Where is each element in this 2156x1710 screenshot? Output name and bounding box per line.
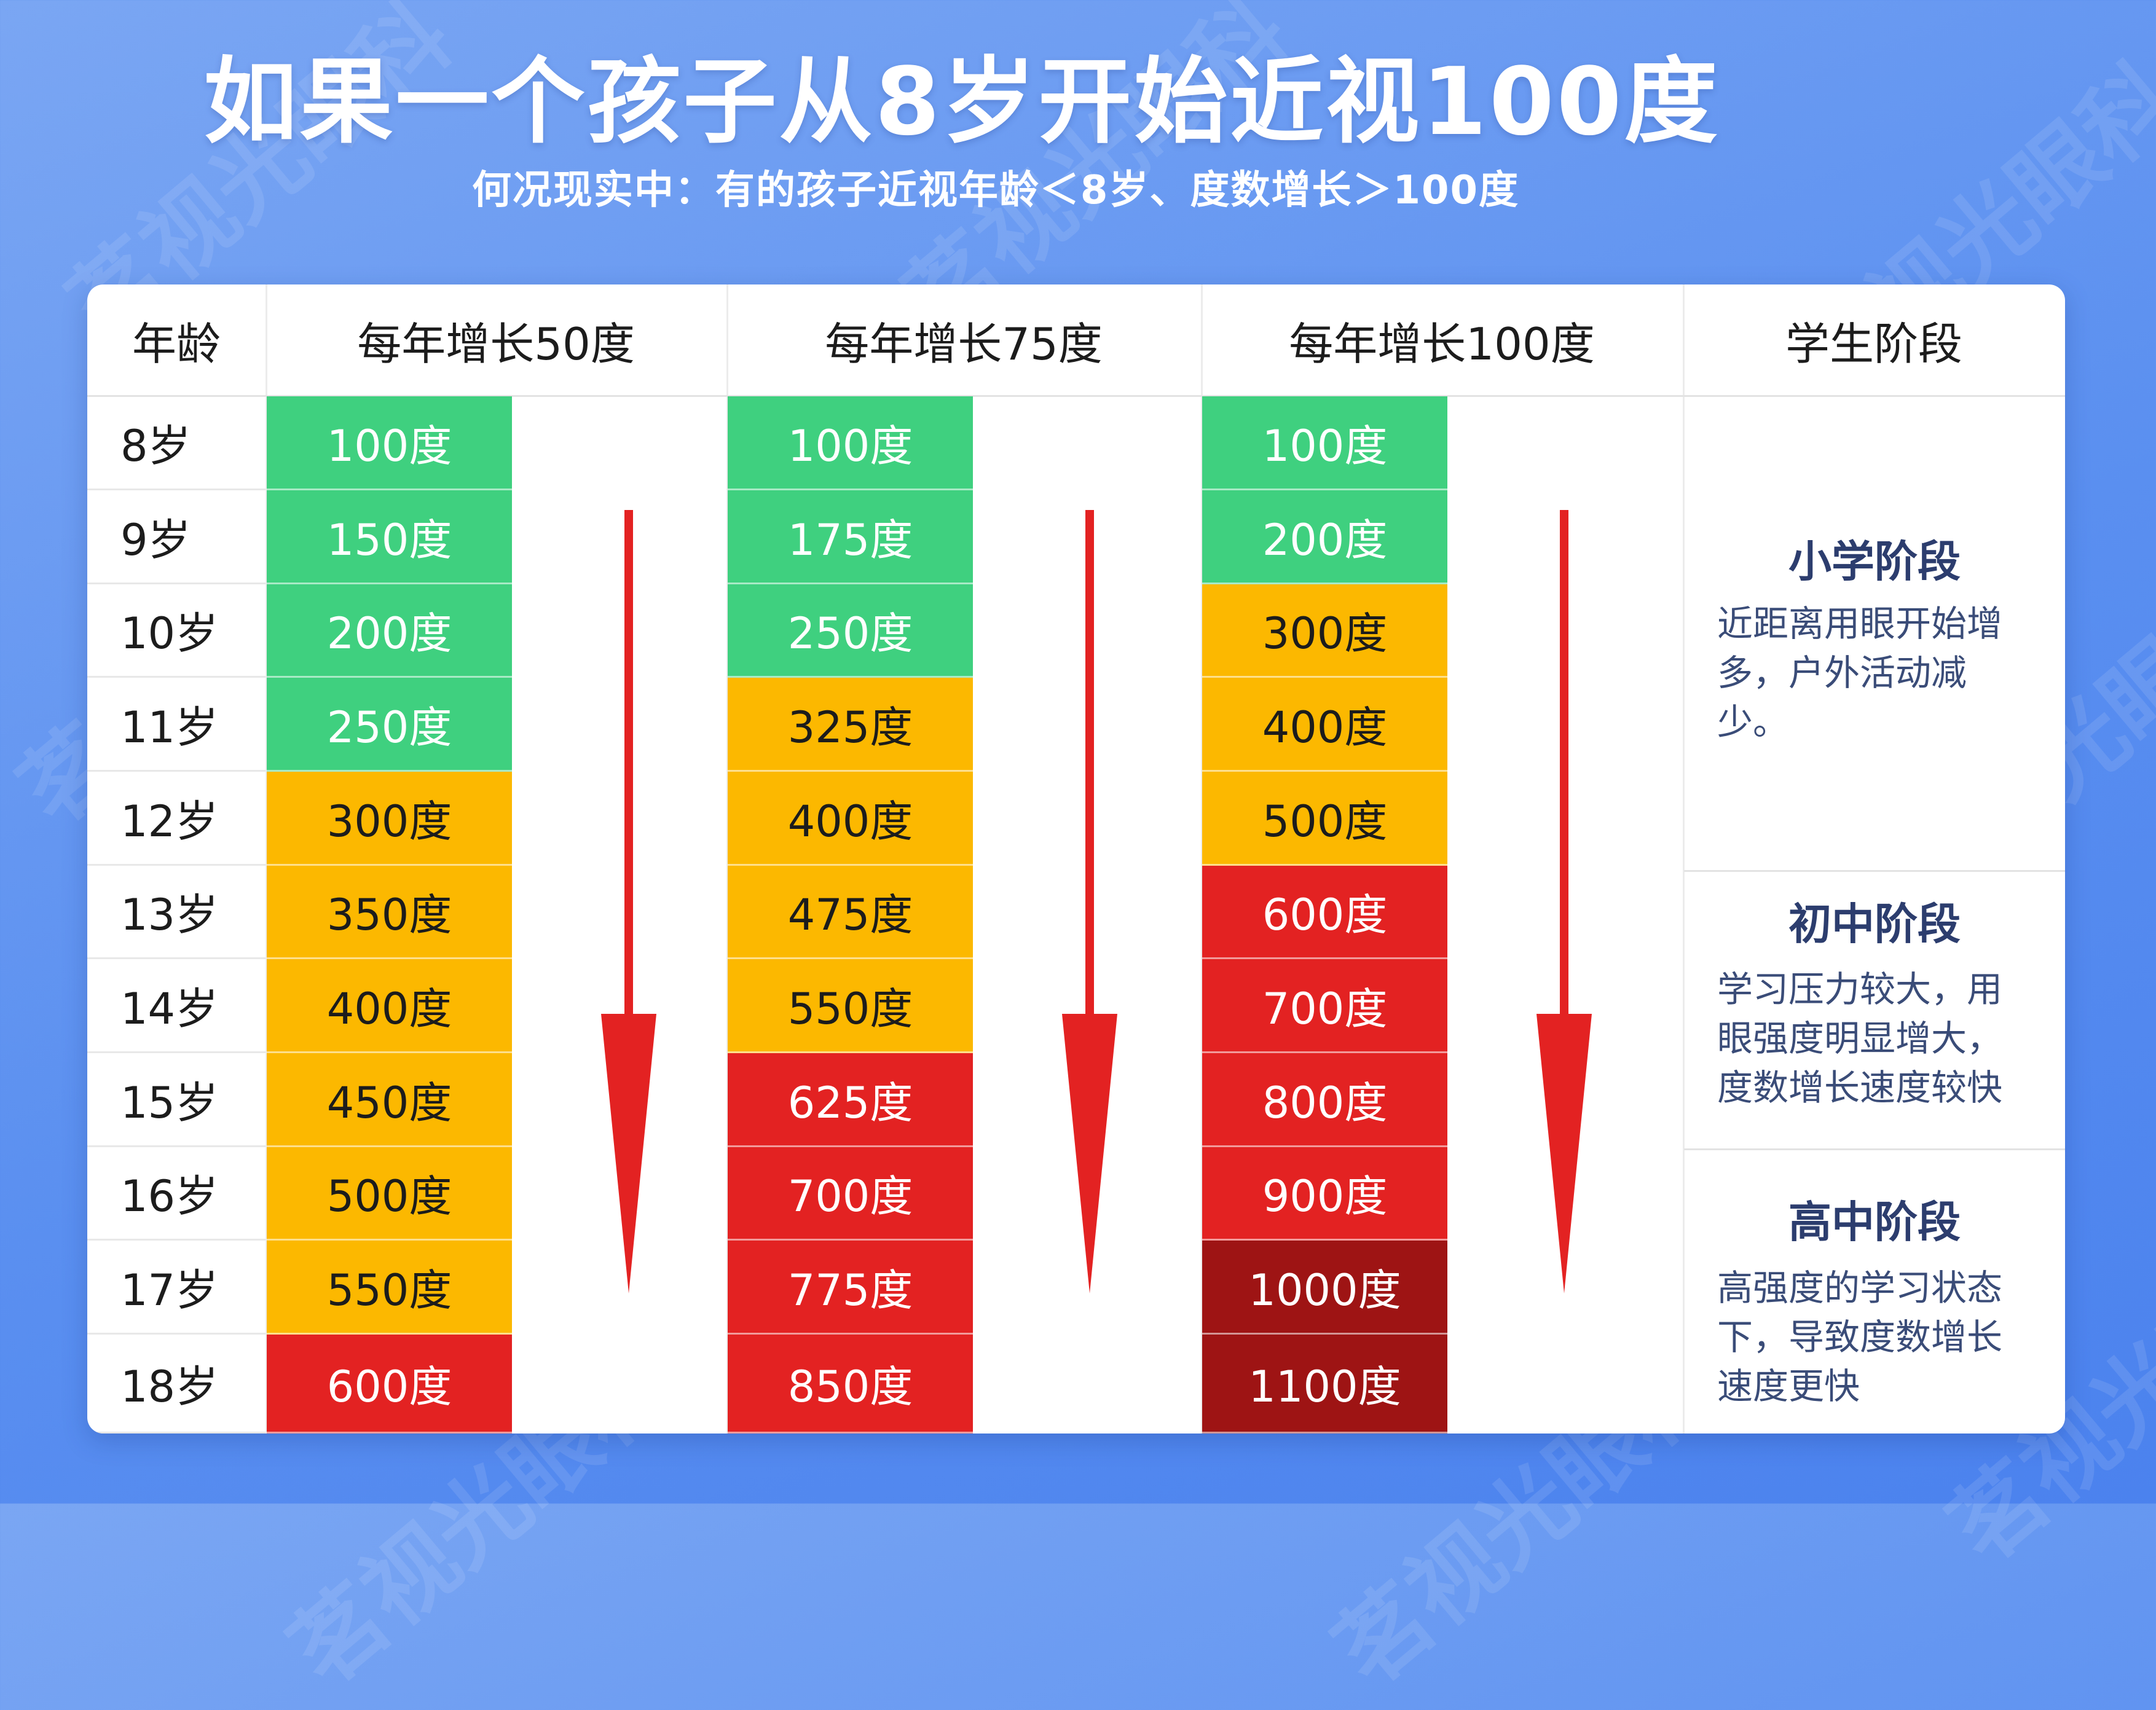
- degree-cell: 800度: [1202, 1053, 1447, 1147]
- degree-cell: 325度: [728, 678, 973, 772]
- degree-cell: 300度: [1202, 584, 1447, 678]
- arrow-head: [1062, 1014, 1117, 1293]
- degree-cell: 100度: [267, 396, 512, 490]
- header-rate-75: 每年增长75度: [726, 284, 1201, 397]
- degree-cell: 100度: [1202, 396, 1447, 490]
- degree-cell: 400度: [728, 772, 973, 866]
- header-rate-100: 每年增长100度: [1201, 284, 1683, 397]
- degree-cell: 200度: [267, 584, 512, 678]
- increase-arrow: [601, 510, 656, 1293]
- column-divider: [266, 284, 267, 1433]
- degree-cell: 625度: [728, 1053, 973, 1147]
- arrow-head: [601, 1014, 656, 1293]
- age-cell: 17岁: [87, 1241, 266, 1335]
- degree-cell: 350度: [267, 866, 512, 959]
- degree-cell: 775度: [728, 1241, 973, 1335]
- degree-cell: 400度: [1202, 678, 1447, 772]
- degree-cell: 100度: [728, 396, 973, 490]
- degree-cell: 700度: [1202, 959, 1447, 1053]
- age-cell: 10岁: [87, 584, 266, 678]
- age-cell: 8岁: [87, 396, 266, 490]
- degree-cell: 550度: [267, 1241, 512, 1335]
- header-age: 年龄: [87, 284, 266, 397]
- degree-cell: 450度: [267, 1053, 512, 1147]
- stage-title: 高中阶段: [1788, 1197, 1961, 1247]
- header-stage: 学生阶段: [1683, 284, 2065, 397]
- degree-cell: 475度: [728, 866, 973, 959]
- degree-cell: 500度: [267, 1147, 512, 1241]
- age-cell: 15岁: [87, 1053, 266, 1147]
- degree-cell: 1000度: [1202, 1241, 1447, 1335]
- degree-cell: 550度: [728, 959, 973, 1053]
- age-cell: 9岁: [87, 490, 266, 584]
- stage-description: 近距离用眼开始增多，户外活动减少。: [1717, 603, 2003, 743]
- increase-arrow: [1062, 510, 1117, 1293]
- arrow-head: [1536, 1014, 1592, 1293]
- page-subtitle: 何况现实中：有的孩子近视年龄＜8岁、度数增长＞100度: [471, 168, 1520, 213]
- degree-cell: 500度: [1202, 772, 1447, 866]
- age-cell: 13岁: [87, 866, 266, 959]
- age-cell: 14岁: [87, 959, 266, 1053]
- degree-cell: 850度: [728, 1335, 973, 1433]
- column-divider: [1683, 284, 1685, 1433]
- arrow-shaft: [1085, 510, 1094, 1038]
- degree-cell: 600度: [1202, 866, 1447, 959]
- age-cell: 18岁: [87, 1335, 266, 1433]
- stage-divider: [1684, 1148, 2065, 1150]
- degree-cell: 250度: [728, 584, 973, 678]
- arrow-shaft: [1560, 510, 1568, 1038]
- degree-cell: 400度: [267, 959, 512, 1053]
- degree-cell: 1100度: [1202, 1335, 1447, 1433]
- arrow-shaft: [624, 510, 633, 1038]
- degree-cell: 300度: [267, 772, 512, 866]
- page-title: 如果一个孩子从8岁开始近视100度: [203, 47, 1720, 156]
- degree-cell: 600度: [267, 1335, 512, 1433]
- header-rate-50: 每年增长50度: [266, 284, 726, 397]
- degree-cell: 175度: [728, 490, 973, 584]
- myopia-table: 年龄 每年增长50度 每年增长75度 每年增长100度 学生阶段 8岁 9岁 10岁…: [87, 284, 2065, 1433]
- stage-title: 初中阶段: [1788, 899, 1961, 949]
- stage-title: 小学阶段: [1788, 536, 1961, 587]
- degree-cell: 700度: [728, 1147, 973, 1241]
- age-cell: 16岁: [87, 1147, 266, 1241]
- degree-cell: 250度: [267, 678, 512, 772]
- degree-cell: 150度: [267, 490, 512, 584]
- stage-description: 高强度的学习状态下，导致度数增长速度更快: [1717, 1267, 2003, 1407]
- stage-divider: [1684, 870, 2065, 872]
- degree-cell: 900度: [1202, 1147, 1447, 1241]
- degree-cell: 200度: [1202, 490, 1447, 584]
- age-cell: 11岁: [87, 678, 266, 772]
- increase-arrow: [1536, 510, 1592, 1293]
- stage-description: 学习压力较大，用眼强度明显增大，度数增长速度较快: [1717, 968, 2003, 1108]
- column-divider: [726, 284, 728, 1433]
- column-divider: [1201, 284, 1203, 1433]
- age-cell: 12岁: [87, 772, 266, 866]
